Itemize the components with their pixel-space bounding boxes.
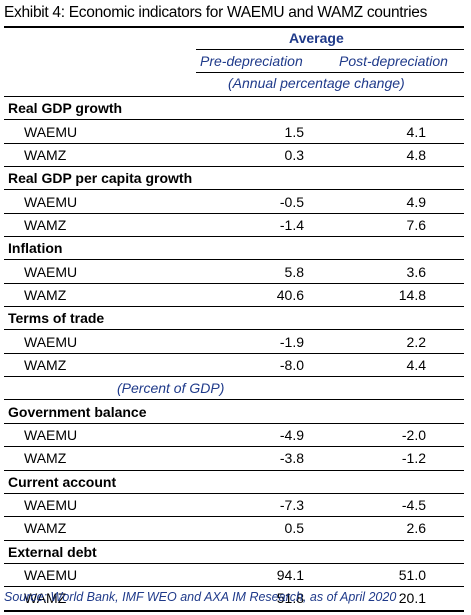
table-row: WAMZ -8.0 4.4 (4, 353, 464, 378)
row-label: WAEMU (4, 189, 184, 214)
row-label: WAEMU (4, 493, 184, 518)
post-value: -2.0 (344, 423, 464, 448)
table-row: WAMZ 40.6 14.8 (4, 283, 464, 308)
table-row: WAEMU 5.8 3.6 (4, 259, 464, 284)
pre-value: 5.8 (184, 259, 344, 284)
table-row: WAEMU -1.9 2.2 (4, 329, 464, 354)
section-header: Government balance (4, 399, 464, 424)
row-label: WAEMU (4, 259, 184, 284)
row-label: WAMZ (4, 143, 184, 168)
section-title: Real GDP growth (4, 95, 464, 121)
post-value: 4.1 (344, 119, 464, 144)
pre-value: 1.5 (184, 119, 344, 144)
table-row: WAEMU -4.9 -2.0 (4, 423, 464, 448)
post-value: 14.8 (344, 283, 464, 308)
average-header: Average (289, 30, 344, 46)
row-label: WAMZ (4, 353, 184, 378)
pre-value: -1.9 (184, 329, 344, 354)
post-value: 4.4 (344, 353, 464, 378)
unit-annual-header: (Annual percentage change) (228, 75, 405, 91)
section-title: External debt (4, 539, 464, 564)
exhibit-title: Exhibit 4: Economic indicators for WAEMU… (4, 4, 428, 21)
section-title: Terms of trade (4, 306, 464, 331)
row-label: WAMZ (4, 586, 184, 612)
post-value: 4.9 (344, 189, 464, 214)
table-row: WAMZ 51.8 20.1 (4, 586, 464, 612)
pre-depreciation-header: Pre-depreciation (200, 53, 303, 69)
post-value: -4.5 (344, 493, 464, 518)
row-label: WAEMU (4, 119, 184, 144)
row-label: WAEMU (4, 423, 184, 448)
table-row: WAEMU 94.1 51.0 (4, 563, 464, 588)
pre-value: 51.8 (184, 586, 344, 612)
section-title: Current account (4, 469, 464, 494)
pre-value: -0.5 (184, 189, 344, 214)
pre-value: 94.1 (184, 563, 344, 588)
post-value: 4.8 (344, 143, 464, 168)
unit-row: (Percent of GDP) (4, 376, 464, 401)
row-label: WAEMU (4, 563, 184, 588)
post-value: 20.1 (344, 586, 464, 612)
pre-value: -1.4 (184, 213, 344, 238)
pre-value: -4.9 (184, 423, 344, 448)
table-row: WAEMU -7.3 -4.5 (4, 493, 464, 518)
table-row: WAEMU 1.5 4.1 (4, 119, 464, 144)
row-label: WAMZ (4, 516, 184, 541)
post-value: 2.2 (344, 329, 464, 354)
post-value: -1.2 (344, 446, 464, 471)
section-header: Real GDP growth (4, 95, 464, 121)
row-label: WAEMU (4, 329, 184, 354)
section-header: Current account (4, 469, 464, 494)
pre-value: -8.0 (184, 353, 344, 378)
unit-gdp-label: (Percent of GDP) (4, 376, 464, 401)
post-depreciation-header: Post-depreciation (339, 53, 448, 69)
pre-value: -3.8 (184, 446, 344, 471)
table-row: WAMZ -3.8 -1.2 (4, 446, 464, 471)
pre-value: 40.6 (184, 283, 344, 308)
section-header: Inflation (4, 236, 464, 261)
section-title: Real GDP per capita growth (4, 166, 464, 191)
pre-value: 0.5 (184, 516, 344, 541)
table-row: WAMZ 0.3 4.8 (4, 143, 464, 168)
pre-value: 0.3 (184, 143, 344, 168)
source-note: Source: World Bank, IMF WEO and AXA IM R… (4, 590, 397, 604)
section-header: External debt (4, 539, 464, 564)
column-header-underline (196, 72, 464, 73)
table-row: WAMZ -1.4 7.6 (4, 213, 464, 238)
row-label: WAMZ (4, 446, 184, 471)
row-label: WAMZ (4, 283, 184, 308)
average-underline (196, 49, 464, 50)
post-value: 3.6 (344, 259, 464, 284)
post-value: 2.6 (344, 516, 464, 541)
top-rule (4, 26, 464, 28)
section-header: Real GDP per capita growth (4, 166, 464, 191)
row-label: WAMZ (4, 213, 184, 238)
table-row: WAMZ 0.5 2.6 (4, 516, 464, 541)
section-title: Inflation (4, 236, 464, 261)
post-value: 51.0 (344, 563, 464, 588)
pre-value: -7.3 (184, 493, 344, 518)
post-value: 7.6 (344, 213, 464, 238)
indicator-table: Real GDP growth WAEMU 1.5 4.1 WAMZ 0.3 4.8 Real… (4, 95, 464, 612)
section-title: Government balance (4, 399, 464, 424)
section-header: Terms of trade (4, 306, 464, 331)
table-row: WAEMU -0.5 4.9 (4, 189, 464, 214)
